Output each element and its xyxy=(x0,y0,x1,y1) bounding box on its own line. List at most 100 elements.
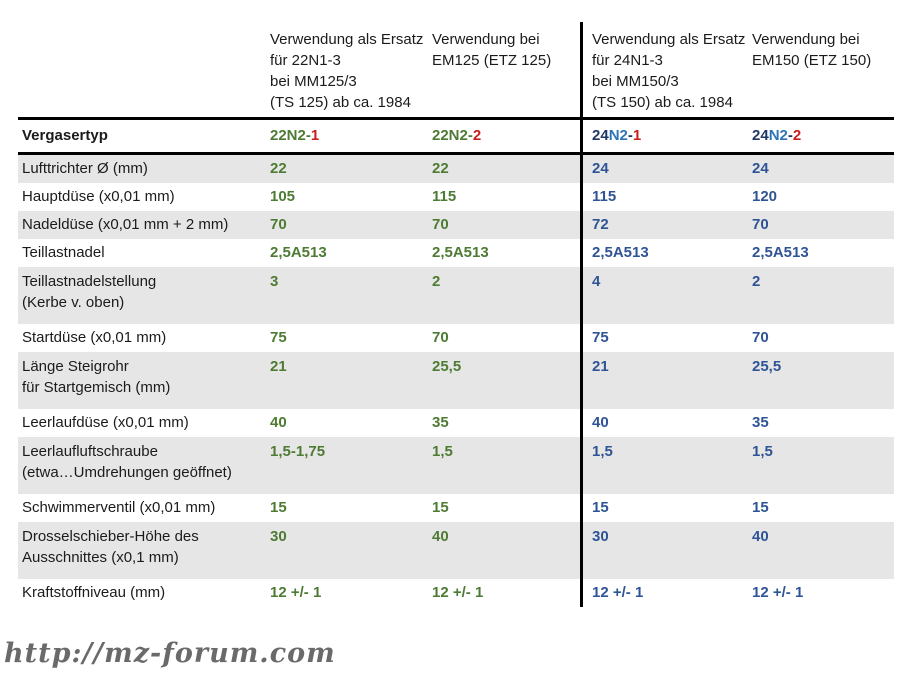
cell: 1,5 xyxy=(580,437,752,494)
table-body: Lufttrichter Ø (mm) 22 22 24 24 Hauptdüse (x0… xyxy=(18,155,894,607)
row-label: Leerlaufluftschraube (etwa…Umdrehungen g… xyxy=(18,437,270,494)
cell: 120 xyxy=(752,188,778,205)
cell: 25,5 xyxy=(752,352,894,409)
cell: 115 xyxy=(580,183,752,211)
cell: 70 xyxy=(432,329,449,346)
row-label: Teillastnadelstellung (Kerbe v. oben) xyxy=(18,267,270,324)
cell: 21 xyxy=(580,352,752,409)
table-row: Teillastnadel 2,5A513 2,5A513 2,5A513 2,5A51… xyxy=(18,239,894,267)
table-row: Leerlaufdüse (x0,01 mm) 40 35 40 35 xyxy=(18,409,894,437)
cell: 72 xyxy=(580,211,752,239)
type-value-part: 22N2- xyxy=(432,127,473,144)
cell: 70 xyxy=(752,329,769,346)
cell: 2 xyxy=(752,267,894,324)
type-value-part: 2 xyxy=(472,127,482,144)
cell: 75 xyxy=(580,324,752,352)
table-header-row: Verwendung als Ersatz für 22N1-3 bei MM1… xyxy=(18,22,894,117)
table-row: Lufttrichter Ø (mm) 22 22 24 24 xyxy=(18,155,894,183)
cell: 21 xyxy=(270,352,432,409)
header-usage-24n2-2: Verwendung bei EM150 (ETZ 150) xyxy=(752,31,872,69)
row-label: Teillastnadel xyxy=(22,244,105,261)
row-label: Nadeldüse (x0,01 mm + 2 mm) xyxy=(18,211,270,239)
table-row: Startdüse (x0,01 mm) 75 70 75 70 xyxy=(18,324,894,352)
table-row: Leerlaufluftschraube (etwa…Umdrehungen g… xyxy=(18,437,894,494)
cell: 15 xyxy=(752,499,769,516)
cell: 70 xyxy=(432,211,580,239)
cell: 12 +/- 1 xyxy=(432,584,484,601)
type-value-24n2-1: 24N2-1 xyxy=(580,120,752,152)
header-spacer xyxy=(18,22,270,117)
cell: 4 xyxy=(580,267,752,324)
cell: 35 xyxy=(752,414,769,431)
cell: 70 xyxy=(752,211,894,239)
cell: 30 xyxy=(270,522,432,579)
type-value-part: 1 xyxy=(310,127,320,144)
cell: 24 xyxy=(580,155,752,183)
type-value-24n2-2: 24N2-2 xyxy=(752,120,894,152)
table-row: Nadeldüse (x0,01 mm + 2 mm) 70 70 72 70 xyxy=(18,211,894,239)
carburetor-type-row: Vergasertyp 22N2-1 22N2-2 24N2-1 24N2-2 xyxy=(18,117,894,155)
cell: 40 xyxy=(580,409,752,437)
row-label: Startdüse (x0,01 mm) xyxy=(22,329,167,346)
cell: 1,5 xyxy=(432,437,580,494)
type-value-part: 24 xyxy=(592,127,609,144)
cell: 12 +/- 1 xyxy=(752,584,804,601)
cell: 15 xyxy=(580,494,752,522)
row-label: Schwimmerventil (x0,01 mm) xyxy=(22,499,216,516)
cell: 40 xyxy=(432,522,580,579)
cell: 40 xyxy=(270,414,287,431)
type-value-part: - xyxy=(627,127,633,144)
type-value-part: N2 xyxy=(608,127,628,144)
cell: 15 xyxy=(432,499,449,516)
cell: 2,5A513 xyxy=(752,244,809,261)
type-value-part: N2 xyxy=(768,127,788,144)
table-row: Drosselschieber-Höhe des Ausschnittes (x… xyxy=(18,522,894,579)
row-label: Drosselschieber-Höhe des Ausschnittes (x… xyxy=(18,522,270,579)
cell: 2,5A513 xyxy=(432,244,489,261)
table-row: Teillastnadelstellung (Kerbe v. oben) 3 2 4… xyxy=(18,267,894,324)
cell: 3 xyxy=(270,267,432,324)
table-row: Hauptdüse (x0,01 mm) 105 115 115 120 xyxy=(18,183,894,211)
row-label: Leerlaufdüse (x0,01 mm) xyxy=(22,414,189,431)
type-value-22n2-2: 22N2-2 xyxy=(432,120,580,152)
cell: 75 xyxy=(270,329,287,346)
header-usage-22n2-1: Verwendung als Ersatz für 22N1-3 bei MM1… xyxy=(270,31,424,111)
cell: 2,5A513 xyxy=(270,244,327,261)
row-label: Länge Steigrohr für Startgemisch (mm) xyxy=(18,352,270,409)
cell: 70 xyxy=(270,211,432,239)
row-label: Kraftstoffniveau (mm) xyxy=(22,584,166,601)
cell: 15 xyxy=(270,499,287,516)
table-row: Kraftstoffniveau (mm) 12 +/- 1 12 +/- 1 12 … xyxy=(18,579,894,607)
cell: 22 xyxy=(432,155,580,183)
cell: 2,5A513 xyxy=(580,239,752,267)
type-value-part: 22N2- xyxy=(270,127,311,144)
row-label: Lufttrichter Ø (mm) xyxy=(18,155,270,183)
cell: 115 xyxy=(432,188,457,205)
carburetor-spec-table: Verwendung als Ersatz für 22N1-3 bei MM1… xyxy=(18,22,894,607)
cell: 22 xyxy=(270,155,432,183)
header-usage-24n2-1: Verwendung als Ersatz für 24N1-3 bei MM1… xyxy=(580,22,752,117)
type-value-part: 1 xyxy=(632,127,642,144)
cell: 1,5-1,75 xyxy=(270,437,432,494)
type-value-part: 24 xyxy=(752,127,769,144)
table-row: Länge Steigrohr für Startgemisch (mm) 21 2… xyxy=(18,352,894,409)
watermark: http://mz-forum.com xyxy=(4,638,336,669)
cell: 2 xyxy=(432,267,580,324)
row-label: Hauptdüse (x0,01 mm) xyxy=(22,188,175,205)
cell: 40 xyxy=(752,522,894,579)
header-usage-22n2-2: Verwendung bei EM125 (ETZ 125) xyxy=(432,31,552,69)
cell: 35 xyxy=(432,414,449,431)
type-row-label: Vergasertyp xyxy=(22,127,108,144)
type-value-part: - xyxy=(787,127,793,144)
cell: 12 +/- 1 xyxy=(270,584,322,601)
type-value-part: 2 xyxy=(792,127,802,144)
cell: 12 +/- 1 xyxy=(580,579,752,607)
cell: 24 xyxy=(752,155,894,183)
cell: 30 xyxy=(580,522,752,579)
cell: 1,5 xyxy=(752,437,894,494)
cell: 25,5 xyxy=(432,352,580,409)
table-row: Schwimmerventil (x0,01 mm) 15 15 15 15 xyxy=(18,494,894,522)
cell: 105 xyxy=(270,188,296,205)
type-value-22n2-1: 22N2-1 xyxy=(270,120,432,152)
